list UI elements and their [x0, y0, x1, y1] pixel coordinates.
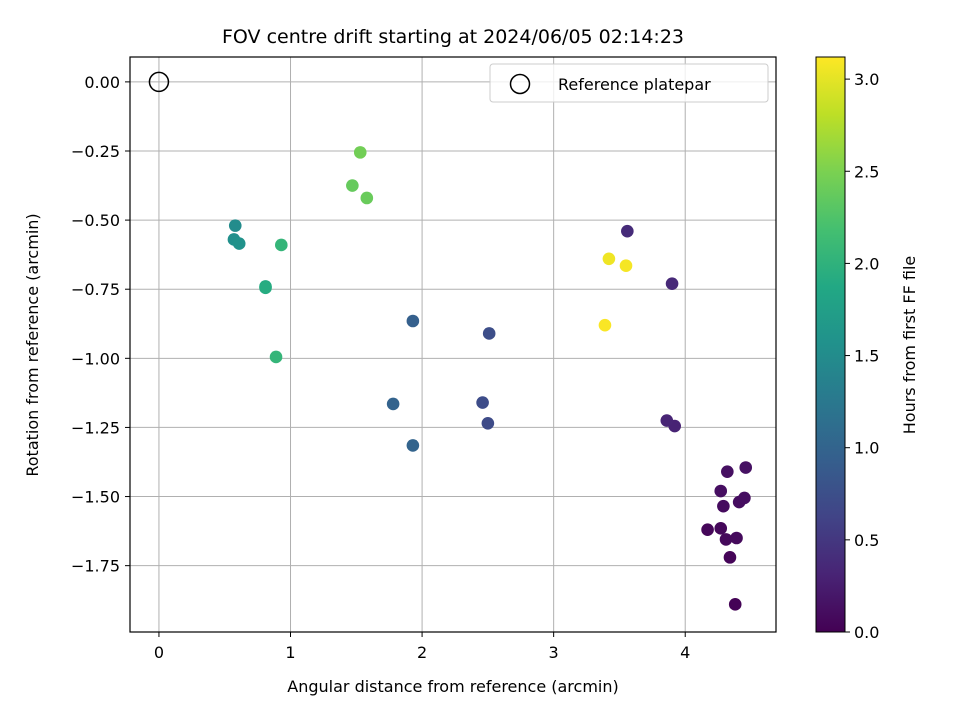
y-tick-label: −1.50	[71, 488, 120, 507]
scatter-point	[665, 277, 679, 290]
scatter-point	[717, 499, 730, 513]
legend-marker-reference	[509, 73, 531, 95]
colorbar-tick-label: 3.0	[854, 70, 879, 89]
colorbar-tick-label: 1.5	[854, 347, 879, 366]
x-axis-label: Angular distance from reference (arcmin)	[287, 677, 618, 696]
x-tick-label: 3	[549, 643, 559, 662]
x-tick-label: 0	[154, 643, 164, 662]
legend-label-reference: Reference platepar	[558, 75, 711, 94]
x-tick-label: 4	[680, 643, 690, 662]
legend-box	[489, 63, 769, 103]
y-axis-label: Rotation from reference (arcmin)	[23, 213, 42, 476]
y-tick-label: −0.50	[71, 211, 120, 230]
chart-title: FOV centre drift starting at 2024/06/05 …	[222, 26, 684, 48]
scatter-point	[275, 238, 288, 252]
scatter-point	[739, 461, 753, 474]
legend: Reference platepar	[489, 63, 769, 103]
colorbar-tick-label: 0.0	[854, 623, 879, 642]
scatter-point	[360, 191, 374, 205]
colorbar-ticks: 0.0 0.5 1.0 1.5 2.0 2.5 3.0	[845, 70, 879, 642]
colorbar-frame	[815, 56, 846, 633]
plot-frame	[129, 56, 777, 633]
colorbar-tick-label: 2.5	[854, 162, 879, 181]
x-tick-label: 2	[417, 643, 427, 662]
y-tick-label: 0.00	[84, 73, 120, 92]
scatter-point	[346, 179, 359, 192]
y-tick-label: −1.00	[71, 349, 120, 368]
grid-lines	[130, 57, 776, 632]
scatter-point	[701, 523, 714, 537]
scatter-point	[719, 533, 733, 546]
scatter-point	[232, 237, 246, 250]
scatter-point	[269, 350, 283, 364]
reference-platepar-marker	[148, 71, 170, 93]
scatter-point	[714, 484, 728, 498]
y-tick-label: −1.75	[71, 557, 120, 576]
colorbar-tick-label: 0.5	[854, 531, 879, 550]
x-tick-label: 1	[285, 643, 295, 662]
scatter-point	[259, 281, 272, 295]
scatter-point	[476, 396, 489, 409]
colorbar-gradient	[816, 57, 845, 632]
scatter-point	[602, 252, 616, 266]
scatter-point	[406, 439, 420, 452]
scatter-point	[714, 522, 728, 535]
colorbar-tick-label: 1.0	[854, 439, 879, 458]
scatter-point	[738, 491, 751, 505]
scatter-point	[728, 598, 742, 611]
y-tick-label: −1.25	[71, 418, 120, 437]
colorbar: 0.0 0.5 1.0 1.5 2.0 2.5 3.0 Hours from first F…	[815, 56, 919, 642]
scatter-point	[482, 327, 496, 340]
y-tick-label: −0.75	[71, 280, 120, 299]
scatter-point	[660, 414, 674, 427]
scatter-point	[406, 314, 420, 328]
scatter-points	[148, 71, 753, 611]
scatter-point	[481, 416, 495, 430]
y-axis-ticks: 0.00 −0.25 −0.50 −0.75 −1.00 −1.25 −1.50 −1.75	[71, 73, 130, 576]
scatter-point	[730, 531, 743, 545]
y-tick-label: −0.25	[71, 142, 120, 161]
x-axis-ticks: 0 1 2 3 4	[154, 632, 690, 662]
scatter-point	[228, 219, 242, 232]
scatter-point	[621, 224, 634, 238]
scatter-point	[353, 146, 367, 159]
scatter-point	[723, 551, 737, 564]
colorbar-tick-label: 2.0	[854, 254, 879, 273]
scatter-point	[721, 465, 734, 478]
scatter-point	[386, 397, 400, 411]
scatter-point	[619, 259, 633, 273]
scatter-point	[598, 318, 612, 332]
colorbar-label: Hours from first FF file	[900, 256, 919, 435]
